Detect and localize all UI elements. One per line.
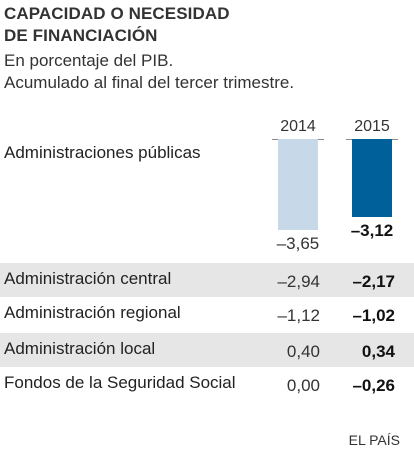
chart-subtitle: En porcentaje del PIB. Acumulado al fina… <box>4 50 404 94</box>
bar-2014 <box>278 139 318 231</box>
table-row: Fondos de la Seguridad Social 0,00 –0,26 <box>0 367 414 401</box>
bar-value-label-2014: –3,65 <box>276 234 320 254</box>
row-label: Administración local <box>4 339 156 358</box>
row-value-2015: 0,34 <box>361 342 395 361</box>
table-row: Administración central –2,94 –2,17 <box>0 263 414 297</box>
row-label: Fondos de la Seguridad Social <box>4 373 236 392</box>
row-value-2014: 0,00 <box>286 376 320 395</box>
subtitle-line-2: Acumulado al final del tercer trimestre. <box>4 73 295 92</box>
row-label: Administración central <box>4 269 172 288</box>
year-header-2015: 2015 <box>354 118 390 135</box>
row-value-2015: –0,26 <box>352 376 395 395</box>
year-header-2014: 2014 <box>280 118 316 135</box>
row-value-2014: –1,12 <box>277 306 320 325</box>
source-credit: EL PAÍS <box>348 432 400 448</box>
subtitle-line-1: En porcentaje del PIB. <box>4 51 174 70</box>
row-label: Administración regional <box>4 303 181 322</box>
row-value-2014: 0,40 <box>286 342 320 361</box>
bar-value-label-2015: –3,12 <box>350 221 394 240</box>
row-value-2015: –1,02 <box>352 306 395 325</box>
title-line-1: CAPACIDAD O NECESIDAD <box>4 4 230 23</box>
chart-title: CAPACIDAD O NECESIDAD DE FINANCIACIÓN <box>4 3 404 47</box>
row-value-2014: –2,94 <box>277 272 320 291</box>
row-value-2015: –2,17 <box>352 272 395 291</box>
table-row: Administración local 0,40 0,34 <box>0 333 414 367</box>
bar-2015 <box>352 139 392 217</box>
category-label: Administraciones públicas <box>4 143 201 162</box>
table-row: Administración regional –1,12 –1,02 <box>0 297 414 331</box>
title-line-2: DE FINANCIACIÓN <box>4 26 158 45</box>
